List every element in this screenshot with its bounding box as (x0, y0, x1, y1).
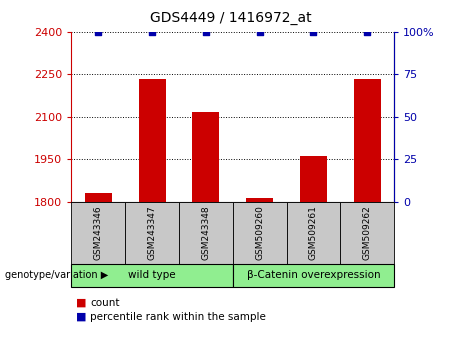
Point (95, 29, 102, 35)
Text: GSM243346: GSM243346 (94, 205, 103, 260)
Point (256, 29, 263, 35)
Text: count: count (90, 298, 119, 308)
Text: percentile rank within the sample: percentile rank within the sample (90, 312, 266, 322)
Text: GSM509261: GSM509261 (309, 205, 318, 260)
Bar (300, 156, 327, 202)
Text: GSM509262: GSM509262 (363, 205, 372, 260)
Bar (139, 79, 165, 202)
Point (148, 29, 156, 35)
Text: β-Catenin overexpression: β-Catenin overexpression (247, 270, 380, 280)
Text: ■: ■ (76, 298, 87, 308)
Point (310, 29, 317, 35)
Text: genotype/variation ▶: genotype/variation ▶ (5, 270, 108, 280)
Text: GDS4449 / 1416972_at: GDS4449 / 1416972_at (150, 11, 311, 25)
Text: wild type: wild type (128, 270, 176, 280)
Point (202, 29, 210, 35)
Text: GSM509260: GSM509260 (255, 205, 264, 260)
Bar (354, 79, 381, 202)
Bar (85, 193, 112, 202)
Text: GSM243348: GSM243348 (201, 205, 210, 260)
Bar (246, 198, 273, 202)
Text: ■: ■ (76, 312, 87, 322)
Bar (193, 112, 219, 202)
Point (364, 29, 371, 35)
Text: GSM243347: GSM243347 (148, 205, 157, 260)
